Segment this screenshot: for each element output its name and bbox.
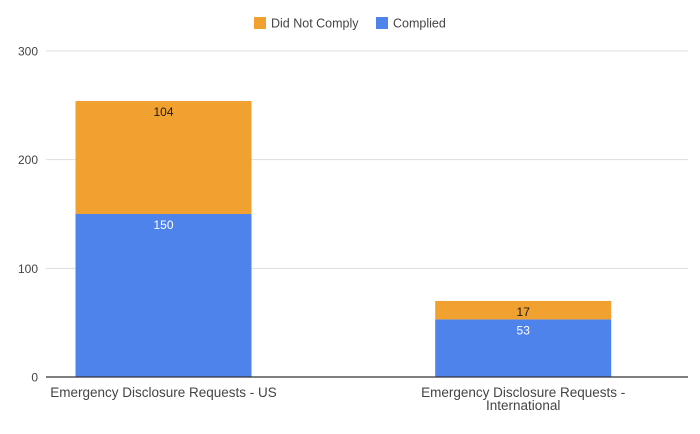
data-label: 104 xyxy=(153,105,173,119)
x-category-label: Emergency Disclosure Requests - xyxy=(421,385,625,400)
x-category-label: International xyxy=(486,398,560,413)
legend-swatch xyxy=(376,17,388,29)
y-tick-label: 200 xyxy=(18,153,38,167)
y-tick-label: 100 xyxy=(18,262,38,276)
bar-did-not-comply xyxy=(75,100,252,214)
bar-complied xyxy=(435,319,612,377)
y-tick-label: 300 xyxy=(18,45,38,59)
bars: 150 104 53 17 xyxy=(75,100,612,377)
legend-swatch xyxy=(254,17,266,29)
legend-label: Complied xyxy=(393,17,446,31)
legend: Did Not Comply Complied xyxy=(254,17,446,31)
y-tick-label: 0 xyxy=(31,371,38,385)
axes: 0 100 200 300 Emergency Disclosure Requests … xyxy=(18,45,688,413)
x-category-label: Emergency Disclosure Requests - US xyxy=(50,385,277,400)
data-label: 150 xyxy=(153,218,173,232)
data-label: 17 xyxy=(517,305,531,319)
bar-did-not-comply xyxy=(435,300,612,320)
bar-complied xyxy=(75,214,252,377)
legend-label: Did Not Comply xyxy=(271,17,359,31)
data-label: 53 xyxy=(517,323,531,337)
